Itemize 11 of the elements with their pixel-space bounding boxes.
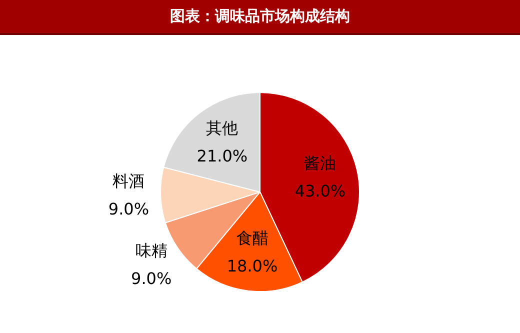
data-label: 21.0%	[196, 146, 248, 166]
data-label: 43.0%	[294, 182, 346, 201]
data-label: 9.0%	[131, 268, 172, 288]
chart-title: 图表：调味品市场构成结构	[0, 0, 520, 35]
data-label: 9.0%	[108, 199, 150, 218]
slice-label: 酱油	[304, 154, 336, 173]
slice-label: 食醋	[236, 228, 268, 248]
slice-label: 其他	[206, 118, 238, 138]
data-label: 18.0%	[226, 256, 278, 276]
slice-label: 料酒	[112, 171, 145, 190]
slice-label: 味精	[135, 240, 168, 260]
